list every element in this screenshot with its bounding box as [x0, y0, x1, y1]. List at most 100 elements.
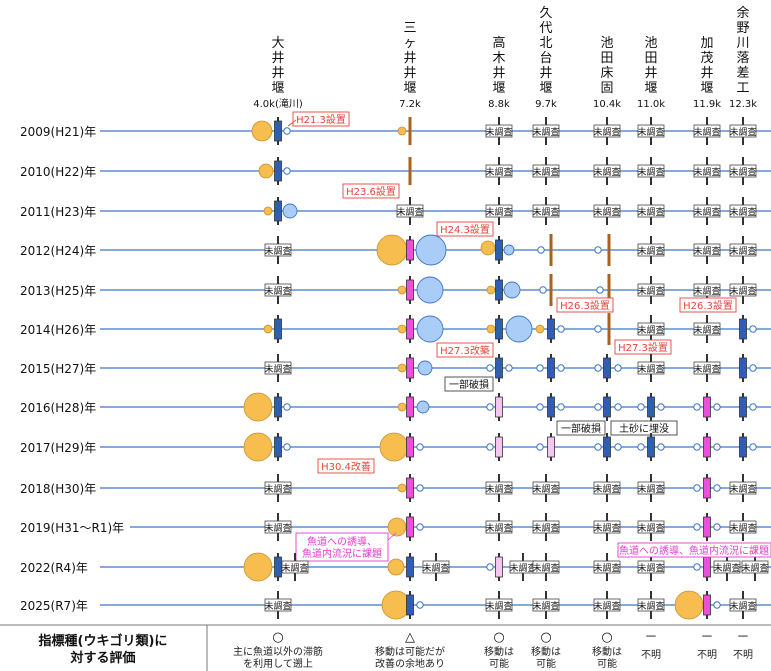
weir-distance-4: 10.4k: [593, 99, 621, 110]
weir-3-3: [549, 234, 553, 266]
weir-distance-1: 7.2k: [399, 99, 421, 110]
u-0-3-label: 未調査: [637, 126, 664, 138]
fw-6-1: [406, 357, 414, 379]
u-11-7: [741, 560, 769, 574]
u-6-6: [693, 361, 721, 375]
u-0-0-label: 未調査: [485, 126, 512, 138]
tiny-9-1: [416, 484, 424, 492]
u-1-1: [532, 164, 560, 178]
fw-6-7: [739, 357, 747, 379]
u-2-2-label: 未調査: [485, 206, 512, 218]
fw-7-3: [547, 396, 555, 418]
fw-5-7: [739, 318, 747, 340]
tiny-6-2: [486, 364, 494, 372]
u-9-7-label: 未調査: [729, 483, 756, 495]
tiny-5-3: [557, 325, 565, 333]
u-0-2-label: 未調査: [593, 126, 620, 138]
u-3-6-label: 未調査: [693, 245, 720, 257]
u-2-3: [532, 204, 560, 218]
u-10-2: [485, 520, 513, 534]
u-1-5-label: 未調査: [729, 166, 756, 178]
orange-5-3: [535, 324, 545, 334]
eval-header: 指標種(ウキゴリ類)に対する評価: [39, 633, 168, 666]
u-10-7-label: 未調査: [729, 522, 756, 534]
u-6-6-label: 未調査: [693, 363, 720, 375]
note-h23-6: H23.6設置: [346, 185, 396, 198]
u-4-5: [637, 283, 665, 297]
note-h27-3-kai: H27.3改築: [440, 344, 490, 357]
u-2-2: [485, 204, 513, 218]
note-h26-3-b: H26.3設置: [683, 299, 733, 312]
tiny-8-1: [416, 443, 424, 451]
u-11-4-label: 未調査: [593, 562, 620, 574]
eval-text-6: 不明: [697, 649, 717, 661]
fw-4-1: [406, 279, 414, 301]
note-h27-3-kai-box: [436, 342, 494, 358]
u-2-6-label: 未調査: [693, 206, 720, 218]
u-4-7: [729, 283, 757, 297]
eval-symbol-1: △: [405, 630, 415, 645]
u-11-0b: [281, 560, 309, 574]
fw-6-2: [495, 357, 503, 379]
tiny-8-4: [594, 443, 602, 451]
orange-12-6: [674, 590, 704, 620]
fw-8-4: [603, 436, 611, 458]
blue-5-2: [505, 315, 533, 343]
u-2-5-label: 未調査: [637, 206, 664, 218]
year-label-6: 2015(H27)年: [20, 362, 96, 376]
u-10-0-label: 未調査: [264, 522, 291, 534]
tiny-8-6: [693, 443, 701, 451]
orange-4-2: [486, 285, 496, 295]
u-11-1b-label: 未調査: [422, 562, 449, 574]
tiny-7-5: [637, 403, 645, 411]
year-label-1: 2010(H22)年: [20, 165, 96, 179]
tiny-3-3: [537, 246, 545, 254]
eval-text-0: 主に魚道以外の滞筋を利用して遡上: [233, 645, 323, 670]
blue-3-2: [503, 244, 515, 256]
u-11-0b-label: 未調査: [281, 562, 308, 574]
orange-0-0: [251, 120, 273, 142]
u-11-5-label: 未調査: [637, 562, 664, 574]
fw-8-1: [406, 436, 414, 458]
u-3-6: [693, 243, 721, 257]
u-1-1-label: 未調査: [532, 166, 559, 178]
u-11-2b-label: 未調査: [509, 562, 536, 574]
u-12-4: [593, 598, 621, 612]
u-1-3: [637, 164, 665, 178]
u-0-3: [637, 124, 665, 138]
u-12-2: [485, 598, 513, 612]
u-4-5-label: 未調査: [637, 285, 664, 297]
u-6-0-label: 未調査: [264, 363, 291, 375]
orange-9-1: [397, 483, 407, 493]
fw-7-5: [647, 396, 655, 418]
u-12-7: [729, 598, 757, 612]
tiny-6-3: [536, 364, 544, 372]
tiny-3-4: [594, 246, 602, 254]
tiny-10-1: [416, 523, 424, 531]
fw-7-4: [603, 396, 611, 418]
u-0-1-label: 未調査: [532, 126, 559, 138]
u-4-0-label: 未調査: [264, 285, 291, 297]
orange-3-1: [376, 234, 408, 266]
u-2-1-label: 未調査: [396, 206, 423, 218]
weir-distance-5: 11.0k: [637, 99, 665, 110]
u-5-5: [637, 322, 665, 336]
orange-8-1: [379, 432, 409, 462]
eval-symbol-3: ○: [540, 630, 551, 645]
tiny-6-7: [749, 364, 757, 372]
fw-7-7: [739, 396, 747, 418]
blue-4-2: [503, 281, 521, 299]
u-9-3-label: 未調査: [532, 483, 559, 495]
weir-name-5: 池田井堰: [644, 36, 657, 96]
fw-3-1: [406, 239, 414, 261]
note-h30-4: H30.4改善: [321, 460, 371, 473]
orange-7-1: [397, 402, 407, 412]
weir-distance-7: 12.3k: [729, 99, 757, 110]
u-10-7: [729, 520, 757, 534]
u-1-3-label: 未調査: [637, 166, 664, 178]
u-4-6: [693, 283, 721, 297]
year-label-12: 2025(R7)年: [20, 599, 88, 613]
weir-name-1: 三ヶ井井堰: [403, 21, 416, 96]
u-11-5: [637, 560, 665, 574]
tiny-8-0: [283, 443, 291, 451]
